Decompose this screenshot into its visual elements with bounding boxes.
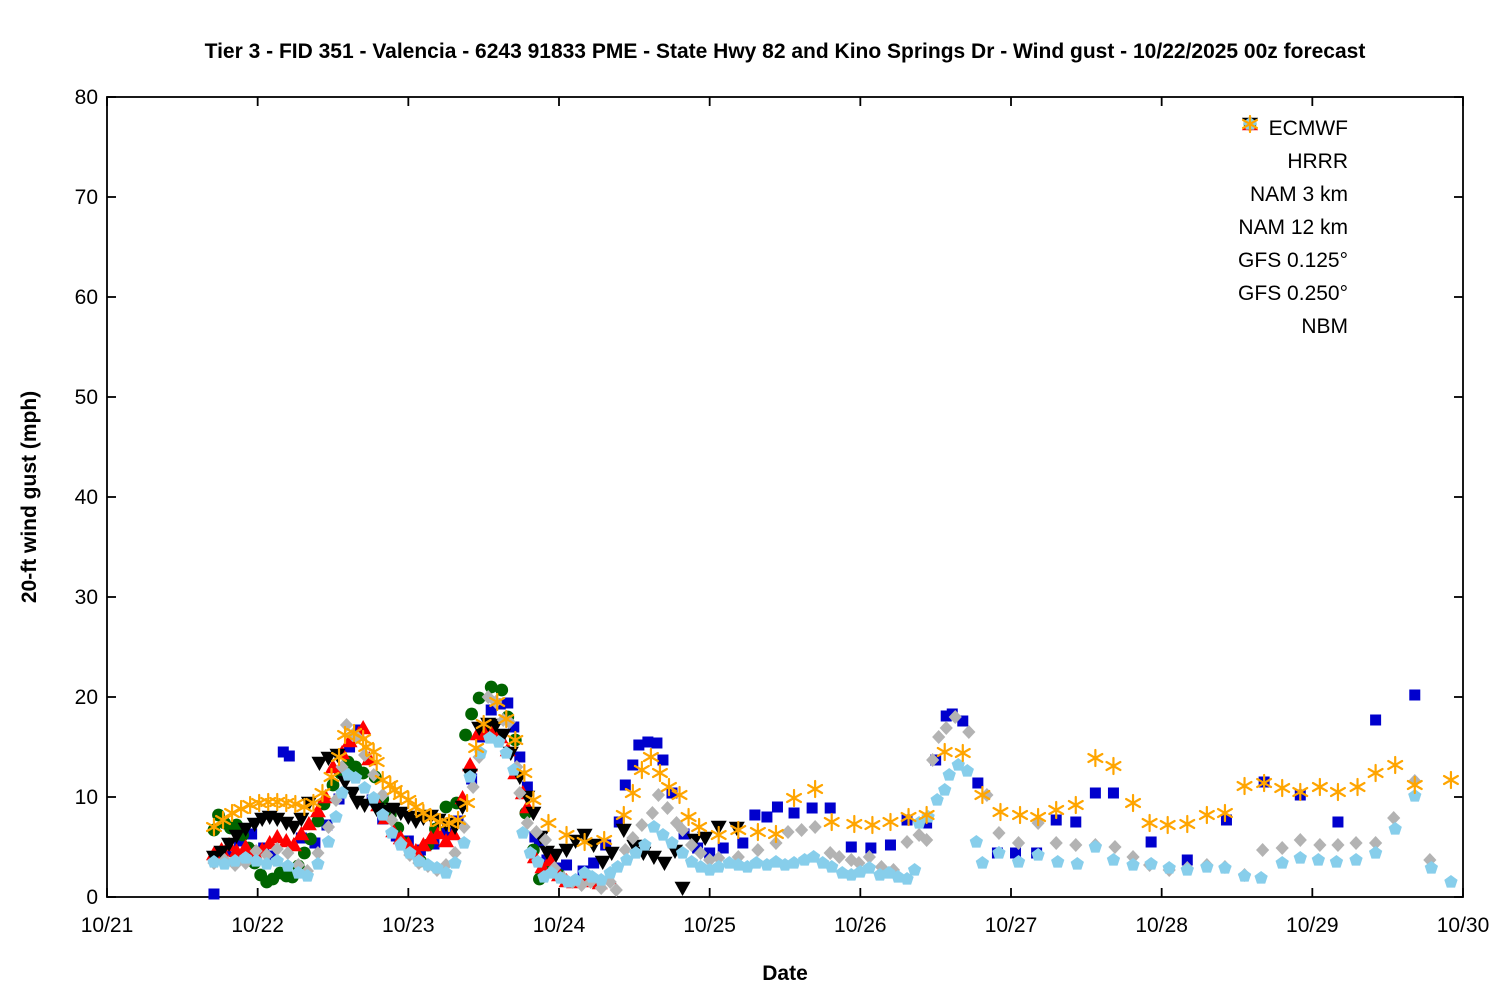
legend-label: HRRR: [1287, 149, 1348, 173]
x-tick-label: 10/29: [1286, 914, 1339, 937]
y-tick-label: 20: [75, 686, 98, 709]
legend-item-nbm: NBM: [1238, 114, 1438, 343]
y-tick-label: 40: [75, 486, 98, 509]
x-tick-label: 10/23: [382, 914, 435, 937]
x-tick-label: 10/27: [985, 914, 1038, 937]
legend: ECMWF HRRR NAM 3 km NAM 12 km GFS 0.125° GFS …: [1238, 112, 1438, 343]
x-tick-label: 10/25: [683, 914, 736, 937]
legend-item-ecmwf: ECMWF: [1238, 112, 1438, 145]
legend-item-nam-12-km: NAM 12 km: [1238, 117, 1438, 244]
x-tick-label: 10/24: [533, 914, 586, 937]
y-tick-label: 10: [75, 786, 98, 809]
y-tick-label: 30: [75, 586, 98, 609]
y-tick-label: 70: [75, 186, 98, 209]
legend-label: NBM: [1301, 314, 1348, 338]
legend-item-nam-3-km: NAM 3 km: [1238, 116, 1438, 211]
y-tick-label: 50: [75, 386, 98, 409]
legend-label: GFS 0.250°: [1238, 281, 1348, 305]
series-gfs-0-250: [207, 731, 1458, 888]
x-tick-label: 10/30: [1437, 914, 1490, 937]
legend-item-gfs-0-125: GFS 0.125°: [1238, 117, 1438, 277]
series-nbm: [205, 692, 1459, 852]
legend-label: NAM 12 km: [1238, 215, 1348, 239]
x-axis-label: Date: [762, 962, 808, 985]
nbm-marker-icon: [1242, 114, 1259, 134]
legend-label: NAM 3 km: [1249, 182, 1348, 206]
y-tick-label: 0: [86, 886, 98, 909]
x-tick-label: 10/26: [834, 914, 887, 937]
legend-item-hrrr: HRRR: [1238, 117, 1438, 178]
legend-item-gfs-0-250: GFS 0.250°: [1238, 117, 1438, 310]
x-tick-label: 10/21: [81, 914, 134, 937]
y-tick-label: 60: [75, 286, 98, 309]
y-axis-label: 20-ft wind gust (mph): [18, 390, 41, 604]
legend-label: GFS 0.125°: [1238, 248, 1348, 272]
x-tick-label: 10/28: [1135, 914, 1188, 937]
y-tick-label: 80: [75, 86, 98, 109]
chart-title: Tier 3 - FID 351 - Valencia - 6243 91833…: [204, 40, 1366, 63]
legend-label: ECMWF: [1268, 116, 1348, 140]
x-tick-label: 10/22: [231, 914, 284, 937]
